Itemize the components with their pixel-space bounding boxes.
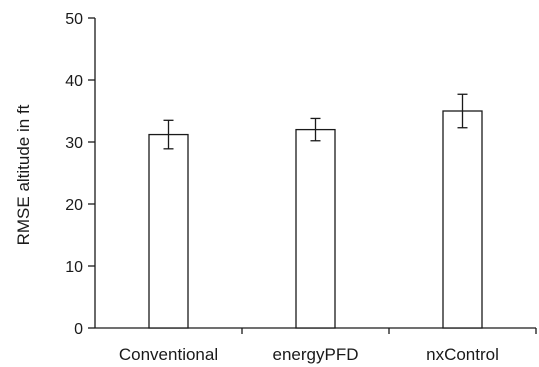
error-bars bbox=[163, 93, 468, 150]
y-tick-label: 20 bbox=[65, 197, 83, 214]
y-tick-label: 0 bbox=[74, 321, 83, 338]
bar-energypfd bbox=[295, 128, 336, 329]
y-tick-label: 30 bbox=[65, 135, 83, 152]
y-axis: 0 10 20 30 40 50 bbox=[65, 11, 96, 338]
bars bbox=[148, 110, 483, 329]
error-bar-energypfd bbox=[310, 117, 321, 142]
x-axis: Conventional energyPFD nxControl bbox=[95, 327, 537, 364]
error-bar-nxcontrol bbox=[457, 93, 468, 129]
y-tick-label: 10 bbox=[65, 259, 83, 276]
x-tick-label: Conventional bbox=[119, 345, 218, 364]
bar-conventional bbox=[148, 133, 189, 329]
y-tick-label: 50 bbox=[65, 11, 83, 28]
y-tick-label: 40 bbox=[65, 73, 83, 90]
x-tick-label: energyPFD bbox=[273, 345, 359, 364]
bar-nxcontrol bbox=[442, 110, 483, 329]
error-bar-conventional bbox=[163, 119, 174, 150]
x-tick-label: nxControl bbox=[426, 345, 499, 364]
y-axis-title: RMSE altitude in ft bbox=[14, 104, 33, 245]
